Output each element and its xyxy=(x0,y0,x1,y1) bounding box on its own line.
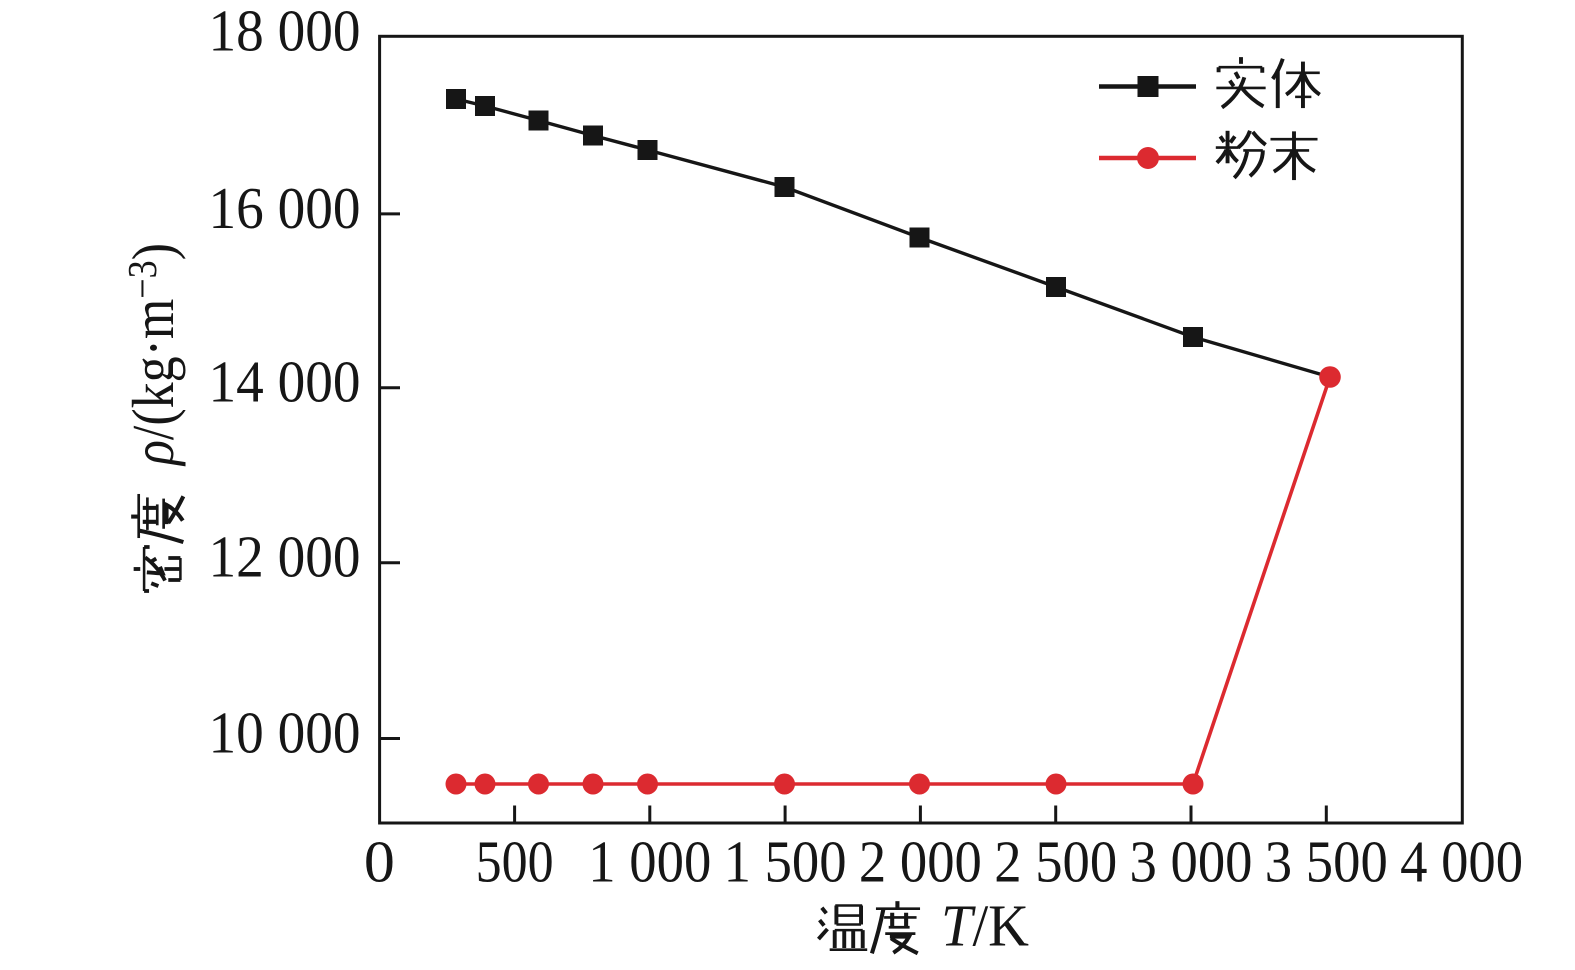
svg-text:18 000: 18 000 xyxy=(209,0,361,64)
svg-text:12 000: 12 000 xyxy=(209,524,361,590)
svg-text:0: 0 xyxy=(364,828,395,894)
svg-text:10 000: 10 000 xyxy=(209,700,361,766)
svg-text:ρ/(kg·m−3): ρ/(kg·m−3) xyxy=(119,243,186,467)
svg-text:500: 500 xyxy=(476,828,554,894)
svg-text:2 500: 2 500 xyxy=(994,828,1117,894)
svg-text:3 000: 3 000 xyxy=(1130,828,1253,894)
svg-text:1 000: 1 000 xyxy=(588,828,711,894)
svg-text:T/K: T/K xyxy=(941,893,1029,959)
svg-text:14 000: 14 000 xyxy=(209,349,361,415)
svg-text:2 000: 2 000 xyxy=(859,828,982,894)
svg-text:1 500: 1 500 xyxy=(724,828,847,894)
svg-text:16 000: 16 000 xyxy=(209,175,361,241)
svg-text:4 000: 4 000 xyxy=(1400,828,1523,894)
svg-text:3 500: 3 500 xyxy=(1265,828,1388,894)
